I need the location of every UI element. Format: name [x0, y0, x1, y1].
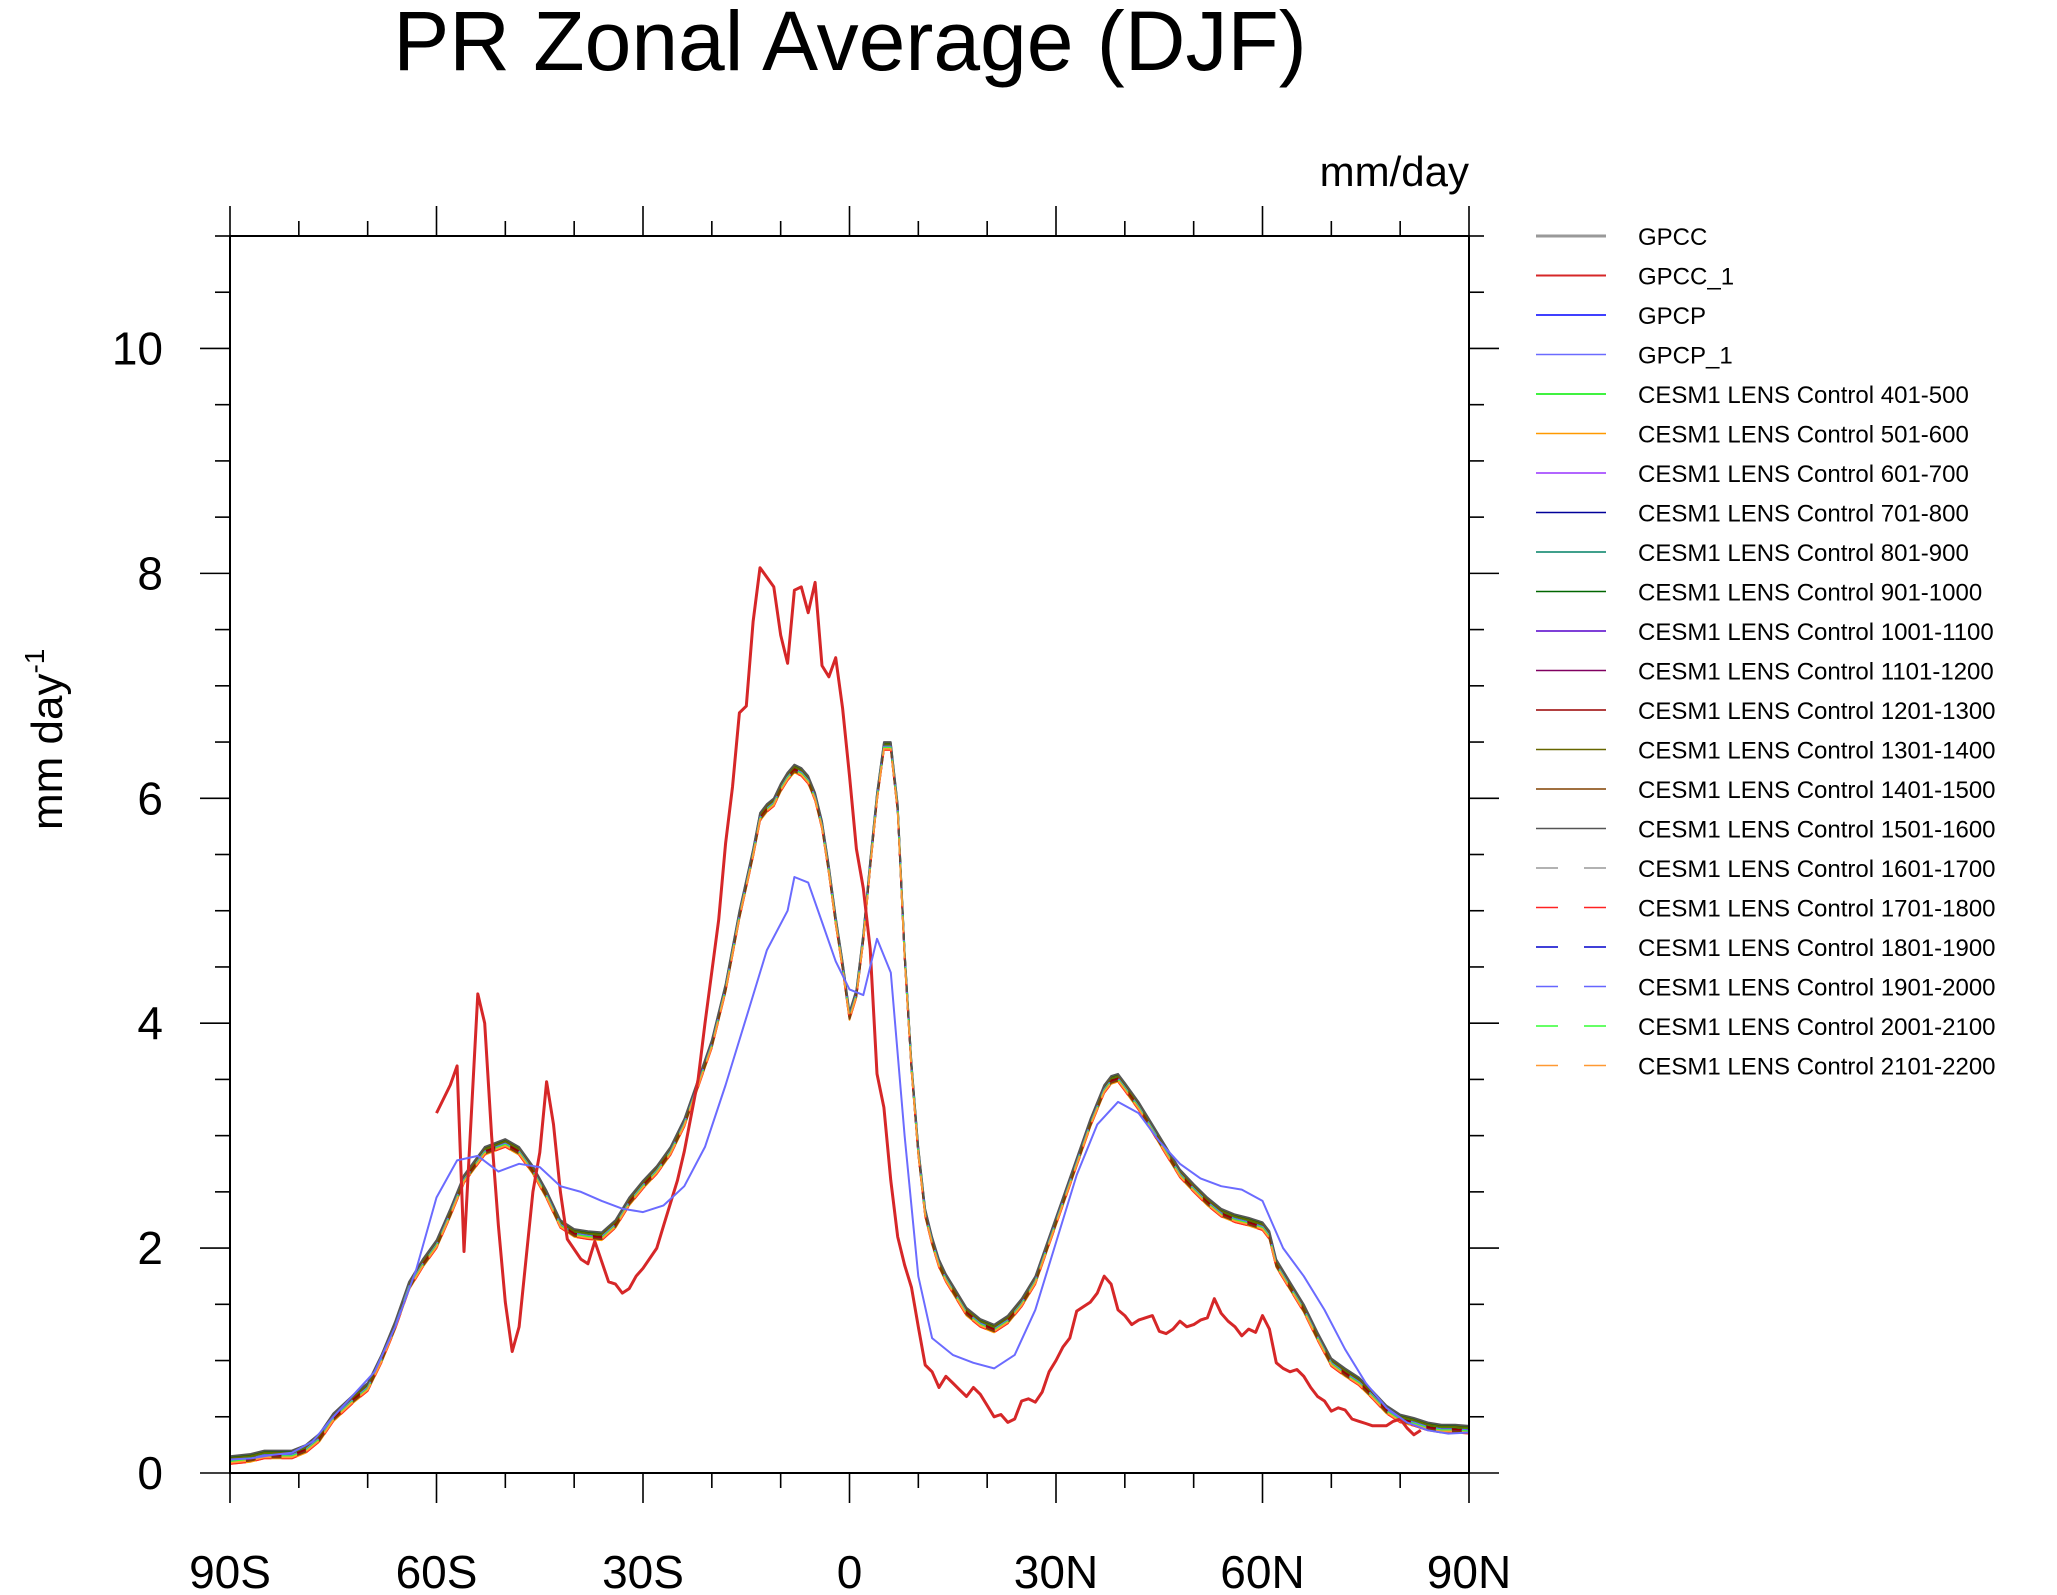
legend-entry-cesm1-lens-control-801-900: CESM1 LENS Control 801-900	[1536, 540, 1969, 567]
y-tick-label: 4	[137, 997, 163, 1049]
series-line-cesm1-lens-control-1601-1700	[229, 746, 1470, 1463]
y-tick-label: 10	[112, 322, 163, 374]
legend-label: CESM1 LENS Control 701-800	[1638, 501, 1969, 528]
series-line-gpcp-1	[229, 876, 1470, 1461]
series-line-cesm1-lens-control-601-700	[229, 746, 1470, 1463]
legend-label: CESM1 LENS Control 1701-1800	[1638, 896, 1996, 923]
legend-entry-gpcc: GPCC	[1536, 224, 1707, 251]
legend-label: CESM1 LENS Control 1101-1200	[1638, 659, 1994, 686]
legend-entry-gpcp-1: GPCP_1	[1536, 343, 1733, 370]
legend-entry-cesm1-lens-control-1501-1600: CESM1 LENS Control 1501-1600	[1536, 817, 1996, 844]
legend-label: CESM1 LENS Control 2101-2200	[1638, 1054, 1996, 1081]
legend-entry-cesm1-lens-control-1601-1700: CESM1 LENS Control 1601-1700	[1536, 856, 1996, 883]
legend-label: CESM1 LENS Control 1901-2000	[1638, 975, 1996, 1002]
legend-label: GPCC	[1638, 224, 1707, 251]
series-line-cesm1-lens-control-1001-1100	[229, 747, 1470, 1464]
legend-entry-cesm1-lens-control-701-800: CESM1 LENS Control 701-800	[1536, 501, 1969, 528]
legend-entry-cesm1-lens-control-1301-1400: CESM1 LENS Control 1301-1400	[1536, 738, 1996, 765]
legend-label: CESM1 LENS Control 1601-1700	[1638, 856, 1996, 883]
plot-frame	[229, 235, 1470, 1474]
units-label: mm/day	[1320, 148, 1469, 195]
series-line-cesm1-lens-control-1101-1200	[229, 746, 1470, 1463]
series-line-cesm1-lens-control-1301-1400	[229, 743, 1470, 1460]
series-line-cesm1-lens-control-1901-2000	[229, 745, 1470, 1462]
x-tick-label: 0	[837, 1546, 863, 1595]
legend-label: CESM1 LENS Control 1201-1300	[1638, 698, 1996, 725]
legend-entry-cesm1-lens-control-1801-1900: CESM1 LENS Control 1801-1900	[1536, 935, 1996, 962]
legend-entry-cesm1-lens-control-1401-1500: CESM1 LENS Control 1401-1500	[1536, 777, 1996, 804]
legend-entry-gpcc-1: GPCC_1	[1536, 264, 1734, 291]
legend-label: CESM1 LENS Control 801-900	[1638, 540, 1969, 567]
chart-title: PR Zonal Average (DJF)	[393, 0, 1306, 88]
legend-label: CESM1 LENS Control 2001-2100	[1638, 1014, 1996, 1041]
legend-entry-cesm1-lens-control-501-600: CESM1 LENS Control 501-600	[1536, 422, 1969, 449]
legend-label: CESM1 LENS Control 601-700	[1638, 461, 1969, 488]
legend-entry-cesm1-lens-control-901-1000: CESM1 LENS Control 901-1000	[1536, 580, 1982, 607]
legend: GPCC GPCC_1 GPCP GPCP_1 CESM1 LENS Control 4…	[1536, 224, 1996, 1081]
legend-entry-cesm1-lens-control-1201-1300: CESM1 LENS Control 1201-1300	[1536, 698, 1996, 725]
series-line-cesm1-lens-control-1201-1300	[229, 745, 1470, 1462]
legend-label: CESM1 LENS Control 1401-1500	[1638, 777, 1996, 804]
legend-label: GPCP_1	[1638, 343, 1733, 370]
plot-series	[229, 566, 1470, 1465]
y-tick-label: 8	[137, 547, 163, 599]
y-axis-label-exponent: -1	[19, 649, 50, 674]
series-line-gpcc-1	[435, 566, 1422, 1437]
series-line-cesm1-lens-control-1501-1600	[229, 741, 1470, 1457]
y-axis-label-base: mm day	[23, 674, 72, 830]
legend-entry-cesm1-lens-control-1001-1100: CESM1 LENS Control 1001-1100	[1536, 619, 1994, 646]
axis-ticks	[200, 206, 1499, 1503]
legend-entry-cesm1-lens-control-2101-2200: CESM1 LENS Control 2101-2200	[1536, 1054, 1996, 1081]
x-tick-label: 30S	[602, 1546, 684, 1595]
legend-label: GPCC_1	[1638, 264, 1734, 291]
legend-entry-cesm1-lens-control-1701-1800: CESM1 LENS Control 1701-1800	[1536, 896, 1996, 923]
y-axis-label: mm day-1	[19, 649, 72, 830]
legend-label: CESM1 LENS Control 501-600	[1638, 422, 1969, 449]
y-tick-label: 6	[137, 772, 163, 824]
y-tick-label: 0	[137, 1447, 163, 1499]
legend-entry-gpcp: GPCP	[1536, 303, 1706, 330]
x-tick-label: 60S	[396, 1546, 478, 1595]
series-line-cesm1-lens-control-1401-1500	[229, 747, 1470, 1464]
series-line-cesm1-lens-control-2101-2200	[229, 747, 1470, 1464]
legend-label: GPCP	[1638, 303, 1706, 330]
legend-label: CESM1 LENS Control 901-1000	[1638, 580, 1982, 607]
series-line-cesm1-lens-control-1701-1800	[229, 749, 1470, 1465]
legend-label: CESM1 LENS Control 401-500	[1638, 382, 1969, 409]
x-tick-label: 30N	[1014, 1546, 1098, 1595]
x-tick-labels: 90S 60S 30S 0 30N 60N 90N	[189, 1546, 1511, 1595]
y-tick-labels: 0 2 4 6 8 10	[112, 322, 163, 1499]
series-line-cesm1-lens-control-2001-2100	[229, 746, 1470, 1463]
y-tick-label: 2	[137, 1222, 163, 1274]
legend-label: CESM1 LENS Control 1801-1900	[1638, 935, 1996, 962]
legend-label: CESM1 LENS Control 1501-1600	[1638, 817, 1996, 844]
legend-label: CESM1 LENS Control 1001-1100	[1638, 619, 1994, 646]
series-line-cesm1-lens-control-801-900	[229, 746, 1470, 1463]
series-line-cesm1-lens-control-501-600	[229, 749, 1470, 1465]
series-line-cesm1-lens-control-401-500	[229, 744, 1470, 1461]
legend-entry-cesm1-lens-control-1101-1200: CESM1 LENS Control 1101-1200	[1536, 659, 1994, 686]
legend-entry-cesm1-lens-control-601-700: CESM1 LENS Control 601-700	[1536, 461, 1969, 488]
legend-entry-cesm1-lens-control-1901-2000: CESM1 LENS Control 1901-2000	[1536, 975, 1996, 1002]
legend-label: CESM1 LENS Control 1301-1400	[1638, 738, 1996, 765]
series-line-cesm1-lens-control-1801-1900	[229, 746, 1470, 1463]
x-tick-label: 90S	[189, 1546, 271, 1595]
x-tick-label: 90N	[1427, 1546, 1511, 1595]
series-line-cesm1-lens-control-901-1000	[229, 742, 1470, 1459]
legend-entry-cesm1-lens-control-401-500: CESM1 LENS Control 401-500	[1536, 382, 1969, 409]
legend-entry-cesm1-lens-control-2001-2100: CESM1 LENS Control 2001-2100	[1536, 1014, 1996, 1041]
x-tick-label: 60N	[1220, 1546, 1304, 1595]
series-line-cesm1-lens-control-701-800	[229, 745, 1470, 1462]
